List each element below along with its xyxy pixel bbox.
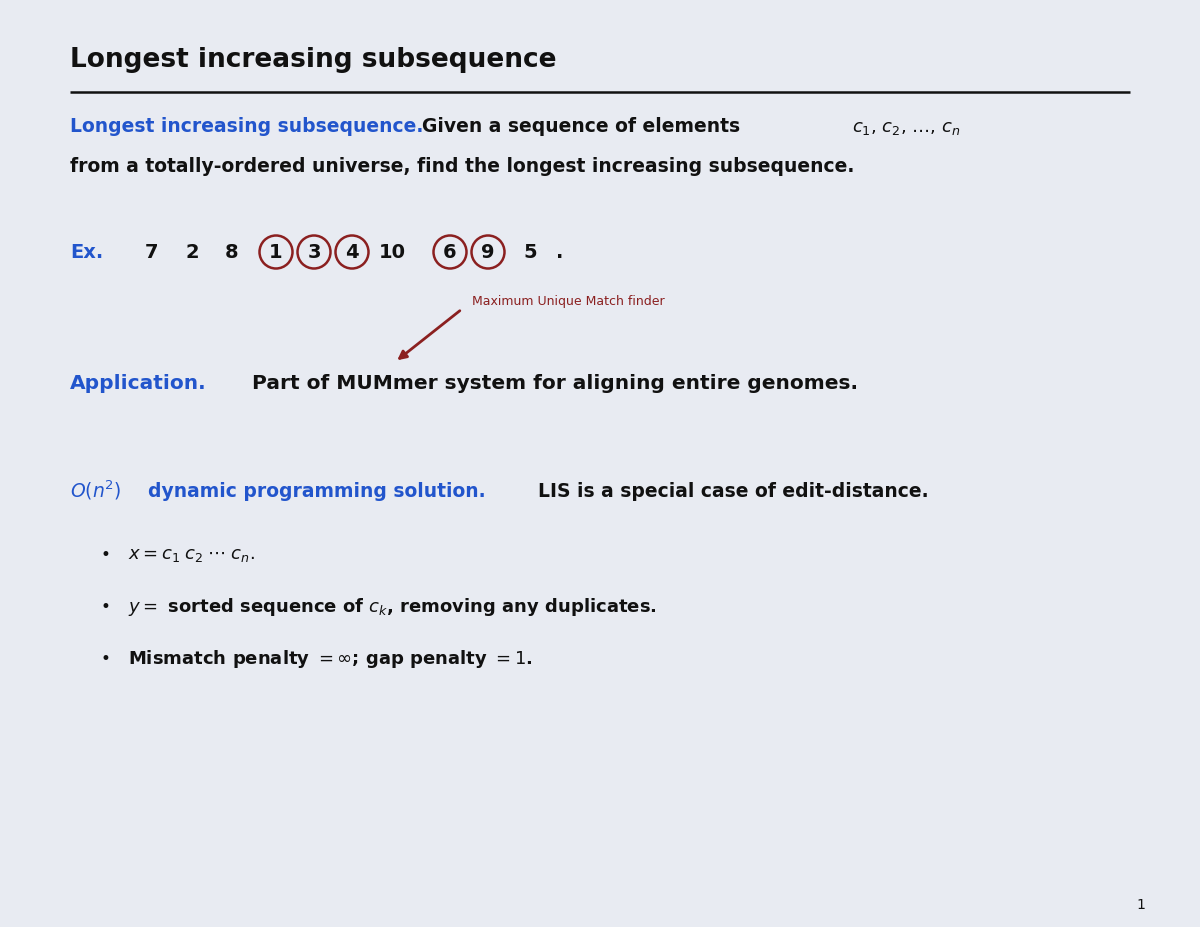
Text: Maximum Unique Match finder: Maximum Unique Match finder bbox=[472, 295, 665, 308]
Text: Ex.: Ex. bbox=[70, 243, 103, 261]
Text: Given a sequence of elements: Given a sequence of elements bbox=[422, 117, 740, 136]
Text: 1: 1 bbox=[269, 243, 283, 261]
Text: 7: 7 bbox=[145, 243, 158, 261]
Text: 10: 10 bbox=[378, 243, 406, 261]
Text: $O(n^2)$: $O(n^2)$ bbox=[70, 478, 121, 502]
Text: .: . bbox=[556, 243, 563, 261]
Text: 8: 8 bbox=[226, 243, 239, 261]
Text: •: • bbox=[100, 598, 110, 616]
Text: $c_1$, $c_2$, …, $c_n$: $c_1$, $c_2$, …, $c_n$ bbox=[852, 119, 960, 137]
Text: Part of MUMmer system for aligning entire genomes.: Part of MUMmer system for aligning entir… bbox=[252, 374, 858, 393]
Text: 6: 6 bbox=[443, 243, 457, 261]
Text: $y = $ sorted sequence of $c_k$, removing any duplicates.: $y = $ sorted sequence of $c_k$, removin… bbox=[128, 596, 656, 618]
Text: 1: 1 bbox=[1136, 898, 1145, 912]
Text: Application.: Application. bbox=[70, 374, 206, 393]
Text: Mismatch penalty $= \infty$; gap penalty $= 1$.: Mismatch penalty $= \infty$; gap penalty… bbox=[128, 648, 533, 670]
Text: LIS is a special case of edit-distance.: LIS is a special case of edit-distance. bbox=[538, 482, 929, 501]
Text: •: • bbox=[100, 650, 110, 668]
Text: 3: 3 bbox=[307, 243, 320, 261]
Text: 4: 4 bbox=[346, 243, 359, 261]
Text: •: • bbox=[100, 546, 110, 564]
Text: 9: 9 bbox=[481, 243, 494, 261]
Text: dynamic programming solution.: dynamic programming solution. bbox=[148, 482, 486, 501]
Text: Longest increasing subsequence: Longest increasing subsequence bbox=[70, 47, 557, 73]
Text: 2: 2 bbox=[185, 243, 199, 261]
Text: Longest increasing subsequence.: Longest increasing subsequence. bbox=[70, 117, 424, 136]
Text: from a totally-ordered universe, find the longest increasing subsequence.: from a totally-ordered universe, find th… bbox=[70, 157, 854, 176]
Text: $x = c_1 \; c_2 \; \cdots \; c_n.$: $x = c_1 \; c_2 \; \cdots \; c_n.$ bbox=[128, 546, 254, 564]
Text: 5: 5 bbox=[523, 243, 536, 261]
